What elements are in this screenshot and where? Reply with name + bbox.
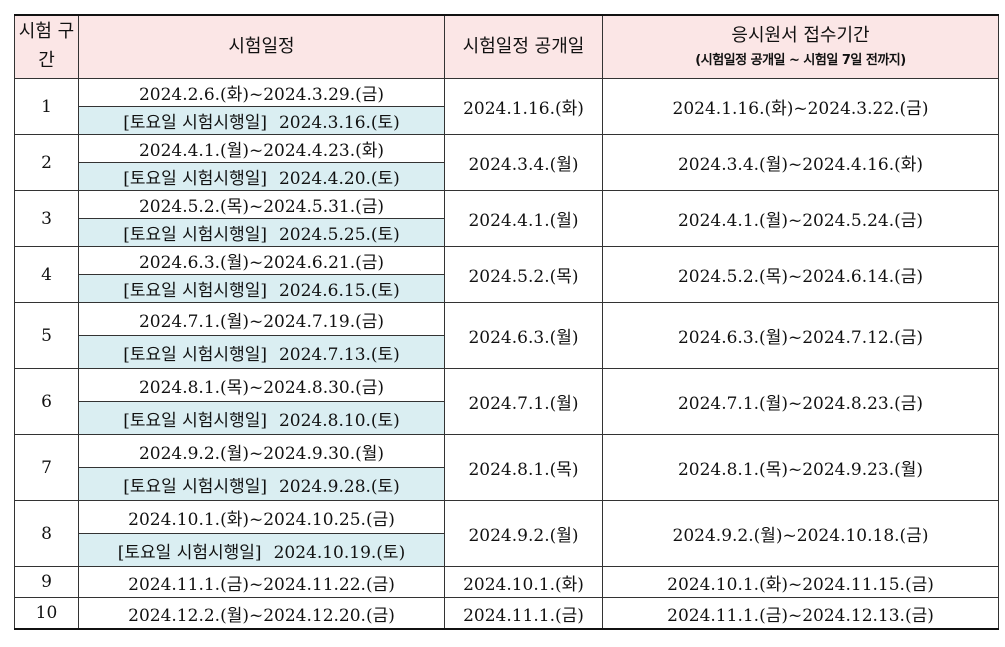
apply-cell: 2024.5.2.(목)~2024.6.14.(금) xyxy=(602,246,999,303)
header-apply-note: (시험일정 공개일 ~ 시험일 7일 전까지) xyxy=(695,53,906,68)
saturday-cell: [토요일 시험시행일] 2024.5.25.(토) xyxy=(78,218,445,247)
schedule-cell: 2024.5.2.(목)~2024.5.31.(금) xyxy=(78,190,445,219)
saturday-date: 2024.8.10.(토) xyxy=(278,410,400,431)
apply-cell: 2024.7.1.(월)~2024.8.23.(금) xyxy=(602,368,999,435)
period-cell: 5 xyxy=(14,302,79,369)
saturday-label: [토요일 시험시행일] xyxy=(123,410,267,431)
announce-cell: 2024.1.16.(화) xyxy=(444,78,603,135)
schedule-cell: 2024.10.1.(화)~2024.10.25.(금) xyxy=(78,500,445,534)
announce-cell: 2024.5.2.(목) xyxy=(444,246,603,303)
saturday-cell: [토요일 시험시행일] 2024.8.10.(토) xyxy=(78,401,445,435)
table-row: 6 2024.8.1.(목)~2024.8.30.(금) 2024.7.1.(월) 2… xyxy=(14,368,999,435)
saturday-label: [토요일 시험시행일] xyxy=(123,281,267,301)
period-cell: 4 xyxy=(14,246,79,303)
saturday-date: 2024.5.25.(토) xyxy=(278,225,400,245)
announce-cell: 2024.11.1.(금) xyxy=(444,597,603,630)
saturday-label: [토요일 시험시행일] xyxy=(123,169,267,189)
schedule-cell: 2024.8.1.(목)~2024.8.30.(금) xyxy=(78,368,445,402)
apply-cell: 2024.6.3.(월)~2024.7.12.(금) xyxy=(602,302,999,369)
saturday-cell: [토요일 시험시행일] 2024.7.13.(토) xyxy=(78,335,445,369)
schedule-cell: 2024.2.6.(화)~2024.3.29.(금) xyxy=(78,78,445,107)
header-schedule: 시험일정 xyxy=(78,14,445,79)
saturday-label: [토요일 시험시행일] xyxy=(123,344,267,365)
announce-cell: 2024.6.3.(월) xyxy=(444,302,603,369)
schedule-cell: 2024.12.2.(월)~2024.12.20.(금) xyxy=(78,597,445,630)
table-row: 10 2024.12.2.(월)~2024.12.20.(금) 2024.11.1.… xyxy=(14,597,999,630)
apply-cell: 2024.4.1.(월)~2024.5.24.(금) xyxy=(602,190,999,247)
table-row: 7 2024.9.2.(월)~2024.9.30.(월) 2024.8.1.(목) 2… xyxy=(14,434,999,501)
table-row-saturday: [토요일 시험시행일] 2024.6.15.(토) xyxy=(15,274,999,303)
table-row: 3 2024.5.2.(목)~2024.5.31.(금) 2024.4.1.(월) 2… xyxy=(14,190,999,247)
saturday-label: [토요일 시험시행일] xyxy=(117,542,262,563)
saturday-label: [토요일 시험시행일] xyxy=(123,113,267,133)
saturday-date: 2024.4.20.(토) xyxy=(278,169,400,189)
table-row: 5 2024.7.1.(월)~2024.7.19.(금) 2024.6.3.(월) 2… xyxy=(14,302,999,369)
table-row: 4 2024.6.3.(월)~2024.6.21.(금) 2024.5.2.(목) 2… xyxy=(14,246,999,303)
announce-cell: 2024.8.1.(목) xyxy=(444,434,603,501)
announce-cell: 2024.9.2.(월) xyxy=(444,500,603,567)
apply-cell: 2024.1.16.(화)~2024.3.22.(금) xyxy=(602,78,999,135)
saturday-label: [토요일 시험시행일] xyxy=(123,476,267,497)
schedule-cell: 2024.6.3.(월)~2024.6.21.(금) xyxy=(78,246,445,275)
announce-cell: 2024.4.1.(월) xyxy=(444,190,603,247)
period-cell: 1 xyxy=(14,78,79,135)
saturday-date: 2024.3.16.(토) xyxy=(278,113,400,133)
period-cell: 6 xyxy=(14,368,79,435)
saturday-cell: [토요일 시험시행일] 2024.10.19.(토) xyxy=(78,533,445,567)
table-row: 8 2024.10.1.(화)~2024.10.25.(금) 2024.9.2.(월… xyxy=(14,500,999,567)
header-apply: 응시원서 접수기간 (시험일정 공개일 ~ 시험일 7일 전까지) xyxy=(602,14,999,79)
saturday-date: 2024.7.13.(토) xyxy=(278,344,400,365)
exam-schedule-table: 시험 구간 시험일정 시험일정 공개일 응시원서 접수기간 (시험일정 공개일 … xyxy=(14,14,999,630)
announce-cell: 2024.7.1.(월) xyxy=(444,368,603,435)
table-row-saturday: [토요일 시험시행일] 2024.9.28.(토) xyxy=(15,467,999,501)
table-row: 2 2024.4.1.(월)~2024.4.23.(화) 2024.3.4.(월) 2… xyxy=(14,134,999,191)
announce-cell: 2024.10.1.(화) xyxy=(444,566,603,598)
saturday-date: 2024.10.19.(토) xyxy=(273,542,406,563)
announce-cell: 2024.3.4.(월) xyxy=(444,134,603,191)
apply-cell: 2024.3.4.(월)~2024.4.16.(화) xyxy=(602,134,999,191)
table-row-saturday: [토요일 시험시행일] 2024.10.19.(토) xyxy=(15,533,999,567)
schedule-cell: 2024.9.2.(월)~2024.9.30.(월) xyxy=(78,434,445,468)
header-announce: 시험일정 공개일 xyxy=(444,14,603,79)
saturday-cell: [토요일 시험시행일] 2024.9.28.(토) xyxy=(78,467,445,501)
apply-cell: 2024.10.1.(화)~2024.11.15.(금) xyxy=(602,566,999,598)
saturday-cell: [토요일 시험시행일] 2024.6.15.(토) xyxy=(78,274,445,303)
apply-cell: 2024.11.1.(금)~2024.12.13.(금) xyxy=(602,597,999,630)
period-cell: 9 xyxy=(14,566,79,598)
table-row-saturday: [토요일 시험시행일] 2024.3.16.(토) xyxy=(15,106,999,135)
saturday-date: 2024.6.15.(토) xyxy=(278,281,400,301)
table-row-saturday: [토요일 시험시행일] 2024.5.25.(토) xyxy=(15,218,999,247)
saturday-cell: [토요일 시험시행일] 2024.3.16.(토) xyxy=(78,106,445,135)
table-row-saturday: [토요일 시험시행일] 2024.4.20.(토) xyxy=(15,162,999,191)
period-cell: 2 xyxy=(14,134,79,191)
schedule-cell: 2024.4.1.(월)~2024.4.23.(화) xyxy=(78,134,445,163)
table-row: 1 2024.2.6.(화)~2024.3.29.(금) 2024.1.16.(화)… xyxy=(14,78,999,135)
apply-cell: 2024.8.1.(목)~2024.9.23.(월) xyxy=(602,434,999,501)
schedule-cell: 2024.11.1.(금)~2024.11.22.(금) xyxy=(78,566,445,598)
apply-cell: 2024.9.2.(월)~2024.10.18.(금) xyxy=(602,500,999,567)
saturday-date: 2024.9.28.(토) xyxy=(278,476,400,497)
table-row: 9 2024.11.1.(금)~2024.11.22.(금) 2024.10.1.(… xyxy=(14,566,999,598)
period-cell: 8 xyxy=(14,500,79,567)
saturday-label: [토요일 시험시행일] xyxy=(123,225,267,245)
header-period: 시험 구간 xyxy=(14,14,79,79)
header-row: 시험 구간 시험일정 시험일정 공개일 응시원서 접수기간 (시험일정 공개일 … xyxy=(14,14,999,79)
period-cell: 10 xyxy=(14,597,79,630)
period-cell: 7 xyxy=(14,434,79,501)
table-row-saturday: [토요일 시험시행일] 2024.7.13.(토) xyxy=(15,335,999,369)
period-cell: 3 xyxy=(14,190,79,247)
table-row-saturday: [토요일 시험시행일] 2024.8.10.(토) xyxy=(15,401,999,435)
saturday-cell: [토요일 시험시행일] 2024.4.20.(토) xyxy=(78,162,445,191)
schedule-cell: 2024.7.1.(월)~2024.7.19.(금) xyxy=(78,302,445,336)
